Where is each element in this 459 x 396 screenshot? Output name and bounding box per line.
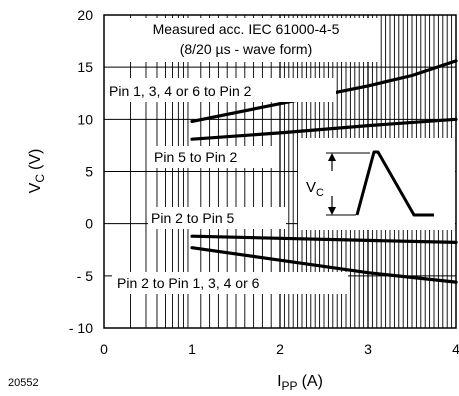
x-tick-label: 4: [452, 341, 459, 357]
x-tick-label: 1: [188, 341, 196, 357]
series-4-line: [190, 246, 458, 284]
y-tick-label: 10: [77, 111, 93, 127]
annotations: Measured acc. IEC 61000-4-5 (8/20 µs - w…: [109, 21, 340, 291]
y-tick-label: - 10: [69, 320, 93, 336]
x-tick-label: 3: [364, 341, 372, 357]
series-3-line: [190, 234, 458, 244]
series-2-line: [190, 117, 458, 141]
inset-vc-label: VC: [306, 179, 324, 199]
x-tick-label: 2: [276, 341, 284, 357]
figure-id: 20552: [8, 377, 39, 389]
header-line-1: Measured acc. IEC 61000-4-5: [153, 21, 340, 37]
inset-arrow-up-head: [328, 153, 336, 161]
curves: [190, 59, 458, 284]
series-4-label-background: [112, 272, 348, 294]
series-2-label-background: [150, 146, 276, 168]
x-tick-label: 0: [100, 341, 108, 357]
inset-arrow-down-head: [328, 207, 336, 215]
y-tick-label: 15: [77, 59, 93, 75]
series-2-label: Pin 5 to Pin 2: [154, 149, 237, 165]
header-background: [113, 18, 379, 62]
tick-labels: 20 15 10 5 0 - 5 - 10 0 1 2 3 4: [69, 7, 459, 357]
series-1-label-background: [106, 78, 336, 102]
label-backgrounds: [106, 18, 379, 294]
series-3-label-background: [148, 207, 286, 229]
series-1-line: [190, 59, 458, 124]
series-3-label: Pin 2 to Pin 5: [151, 210, 234, 226]
series-4-label: Pin 2 to Pin 1, 3, 4 or 6: [117, 275, 260, 291]
y-tick-label: - 5: [77, 268, 94, 284]
x-axis-title: IPP (A): [277, 373, 323, 393]
series-1-label: Pin 1, 3, 4 or 6 to Pin 2: [109, 83, 252, 99]
inset-pulse-waveform: [355, 150, 434, 217]
header-line-2: (8/20 µs - wave form): [180, 41, 313, 57]
y-tick-label: 20: [77, 7, 93, 23]
y-tick-label: 5: [85, 164, 93, 180]
plot-frame: [103, 14, 457, 329]
y-tick-label: 0: [85, 216, 93, 232]
pulse-inset: VC: [298, 138, 455, 230]
y-axis-title: VC(V): [27, 149, 47, 194]
